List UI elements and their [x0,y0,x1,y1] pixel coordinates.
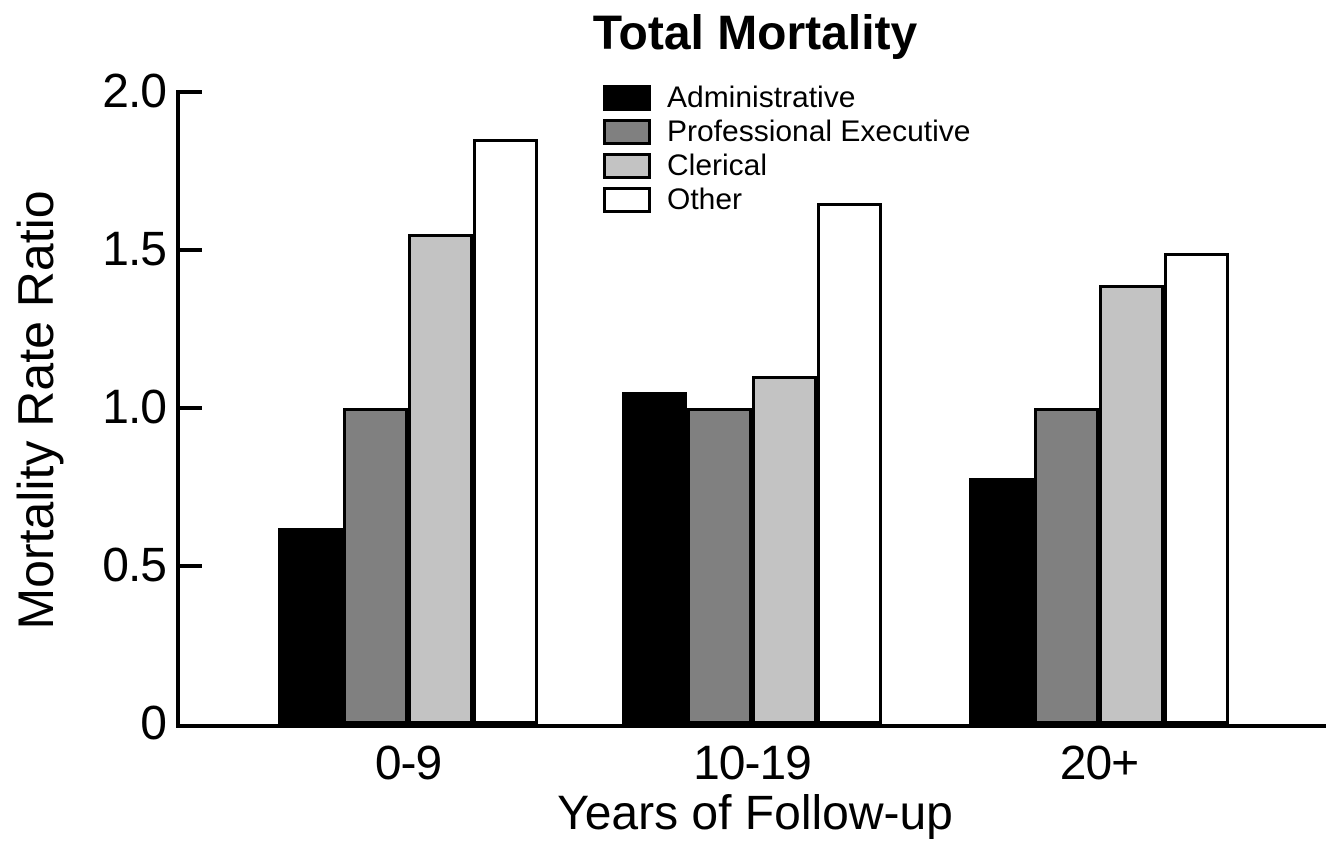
legend-item: Professional Executive [603,115,971,148]
bar-clerical-10-19 [752,376,817,724]
bar-administrative-0-9 [278,528,343,724]
legend-swatch-administrative [603,85,651,111]
bar-other-20plus [1164,253,1229,724]
bar-professional-executive-10-19 [687,408,752,724]
y-tick-label: 2.0 [102,65,167,118]
y-tick [180,564,202,568]
legend-label: Professional Executive [667,115,971,148]
y-tick-label: 1.0 [102,381,167,434]
bar-administrative-20plus [969,478,1034,724]
x-axis-title: Years of Follow-up [557,787,953,840]
legend-swatch-professional-executive [603,119,651,145]
x-tick-label: 10-19 [693,737,812,790]
legend-item: Administrative [603,81,971,114]
legend: Administrative Professional Executive Cler… [603,81,971,221]
chart-title: Total Mortality [592,7,918,60]
bar-professional-executive-20plus [1034,408,1099,724]
bar-administrative-10-19 [622,392,687,724]
bar-other-10-19 [817,203,882,724]
x-axis-line [176,724,1326,728]
legend-item: Clerical [603,149,971,182]
legend-label: Other [667,183,743,216]
x-tick-label: 0-9 [374,737,442,790]
legend-swatch-other [603,187,651,213]
bar-clerical-20plus [1099,285,1164,724]
legend-label: Administrative [667,81,856,114]
y-tick [180,90,202,94]
legend-swatch-clerical [603,153,651,179]
y-tick [180,406,202,410]
bar-clerical-0-9 [408,234,473,724]
bar-other-0-9 [473,139,538,724]
legend-item: Other [603,183,971,216]
y-tick-label: 1.5 [102,223,167,276]
y-tick [180,248,202,252]
y-tick-label: 0.5 [102,539,167,592]
legend-label: Clerical [667,149,768,182]
bar-professional-executive-0-9 [343,408,408,724]
x-tick-label: 20+ [1059,737,1139,790]
y-tick-label: 0 [140,697,167,750]
y-axis-line [176,90,180,728]
